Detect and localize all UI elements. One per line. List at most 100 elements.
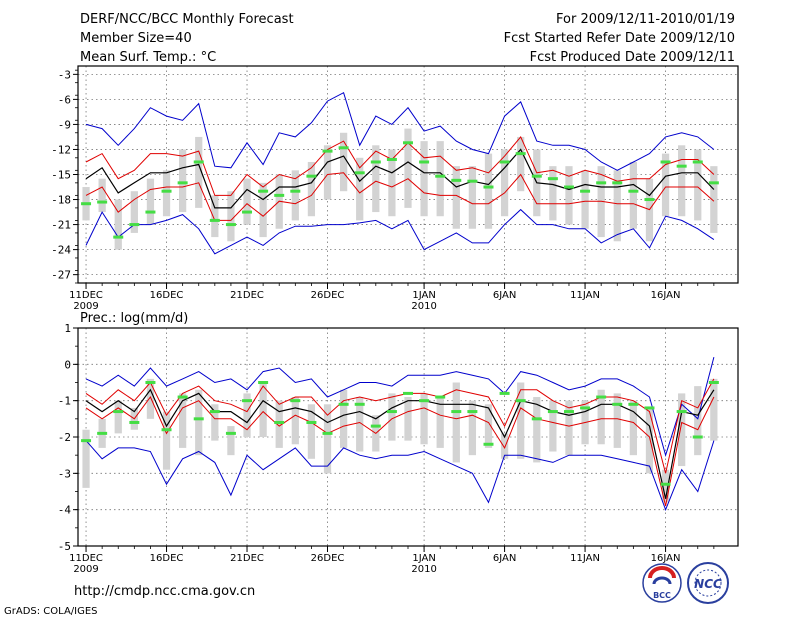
precip-median-tick xyxy=(290,399,301,403)
temp-median-tick xyxy=(644,198,655,202)
precip-spread-bar xyxy=(388,393,396,441)
temp-median-tick xyxy=(386,157,397,161)
temp-ytick-label: -12 xyxy=(51,143,71,156)
header-start-date: Fcst Started Refer Date 2009/12/10 xyxy=(504,31,735,46)
precip-spread-bar xyxy=(179,393,187,448)
precip-spread-bar xyxy=(645,407,654,474)
temp-median-tick xyxy=(467,179,478,183)
temp-median-tick xyxy=(403,141,413,145)
temp-ytick-label: -27 xyxy=(51,269,71,282)
precip-median-tick xyxy=(274,420,285,424)
precip-median-tick xyxy=(676,410,687,414)
precip-ytick-label: -4 xyxy=(58,504,72,517)
precip-median-tick xyxy=(563,410,574,414)
temp-median-tick xyxy=(563,185,574,189)
precip-xtick-year-label: 2009 xyxy=(73,564,98,575)
precip-spread-bar xyxy=(710,378,718,441)
precip-median-tick xyxy=(547,410,558,414)
temp-spread-bar xyxy=(243,178,251,225)
precip-spread-bar xyxy=(452,382,460,463)
temp-median-tick xyxy=(290,189,301,193)
precip-spread-bar xyxy=(82,429,90,488)
precip-ytick-label: -2 xyxy=(58,431,71,444)
precip-median-tick xyxy=(386,410,397,414)
precip-spread-bar xyxy=(307,404,316,459)
temp-median-tick xyxy=(242,210,253,214)
precip-spread-bar xyxy=(500,433,509,459)
header-variable: Mean Surf. Temp.: °C xyxy=(80,50,216,65)
precip-spread-bar xyxy=(468,400,477,456)
precip-median-tick xyxy=(97,431,108,435)
precip-median-tick xyxy=(612,402,623,406)
precip-median-tick xyxy=(467,410,478,414)
temp-median-tick xyxy=(435,174,446,178)
header-title: DERF/NCC/BCC Monthly Forecast xyxy=(80,12,294,27)
precip-xtick-year-label: 2010 xyxy=(411,564,436,575)
temp-spread-bar xyxy=(307,161,316,217)
precip-median-tick xyxy=(177,395,188,399)
temp-median-tick xyxy=(97,200,108,204)
temp-spread-bar xyxy=(581,170,589,229)
precip-median-tick xyxy=(354,402,365,406)
precip-median-tick xyxy=(419,399,430,403)
temp-spread-bar xyxy=(179,149,187,213)
temp-median-tick xyxy=(660,160,671,164)
precip-minus-std-line xyxy=(85,396,715,507)
bcc-logo-swirl2-icon xyxy=(652,576,672,585)
precip-spread-bar xyxy=(517,382,525,459)
temp-ytick-label: -9 xyxy=(58,118,71,131)
precip-spread-bar xyxy=(275,400,283,448)
temp-minus-std-line xyxy=(85,172,715,221)
precip-median-tick xyxy=(499,391,510,395)
temp-spread-bar xyxy=(339,132,348,192)
temp-median-tick xyxy=(580,189,591,193)
precip-median-tick xyxy=(161,428,172,432)
temp-median-tick xyxy=(692,160,703,164)
temp-spread-bar xyxy=(98,178,106,213)
precip-spread-bar xyxy=(565,400,573,456)
temp-xtick-label: 1JAN xyxy=(412,290,435,301)
precip-spread-bar xyxy=(420,393,428,445)
temp-mean-line xyxy=(85,148,715,209)
precip-median-tick xyxy=(258,381,269,384)
temp-ytick-label: -6 xyxy=(58,93,71,106)
precip-median-tick xyxy=(692,435,703,439)
precip-median-tick xyxy=(242,399,253,403)
temp-spread-bar xyxy=(162,170,171,217)
temp-xtick-label: 6JAN xyxy=(493,290,516,301)
precip-median-tick xyxy=(193,417,204,421)
bcc-logo-swirl-icon xyxy=(648,566,676,579)
precip-xtick-label: 6JAN xyxy=(493,553,516,564)
temp-median-tick xyxy=(129,223,140,227)
temp-median-tick xyxy=(274,193,285,197)
temp-spread-bar xyxy=(404,128,412,208)
temp-spread-bar xyxy=(130,191,138,233)
temp-spread-bar xyxy=(195,136,203,208)
precip-median-tick xyxy=(708,381,719,384)
precip-xtick-label: 16DEC xyxy=(150,553,184,564)
precip-median-tick xyxy=(660,482,671,486)
temp-xtick-label: 11DEC xyxy=(69,290,103,301)
temp-median-tick xyxy=(225,223,236,227)
precip-median-tick xyxy=(129,420,140,424)
precip-median-tick xyxy=(515,399,526,403)
temp-median-tick xyxy=(161,189,172,193)
precip-spread-bar xyxy=(227,426,235,456)
temp-median-tick xyxy=(370,160,381,164)
precip-median-tick xyxy=(628,402,639,406)
precip-spread-bar xyxy=(549,400,557,452)
temp-ytick-label: -3 xyxy=(58,68,71,81)
footer-url[interactable]: http://cmdp.ncc.cma.gov.cn xyxy=(74,584,255,599)
bcc-logo: BCC xyxy=(642,563,682,603)
temp-spread-bar xyxy=(323,145,332,200)
precip-median-tick xyxy=(403,391,413,395)
precip-xtick-label: 16JAN xyxy=(651,553,681,564)
temp-spread-bar xyxy=(259,182,267,238)
precip-ytick-label: -5 xyxy=(58,540,71,553)
precip-median-tick xyxy=(580,406,591,410)
temp-spread-bar xyxy=(452,166,460,229)
precip-median-tick xyxy=(306,420,317,424)
temp-median-tick xyxy=(209,218,220,222)
temp-spread-bar xyxy=(420,141,428,217)
